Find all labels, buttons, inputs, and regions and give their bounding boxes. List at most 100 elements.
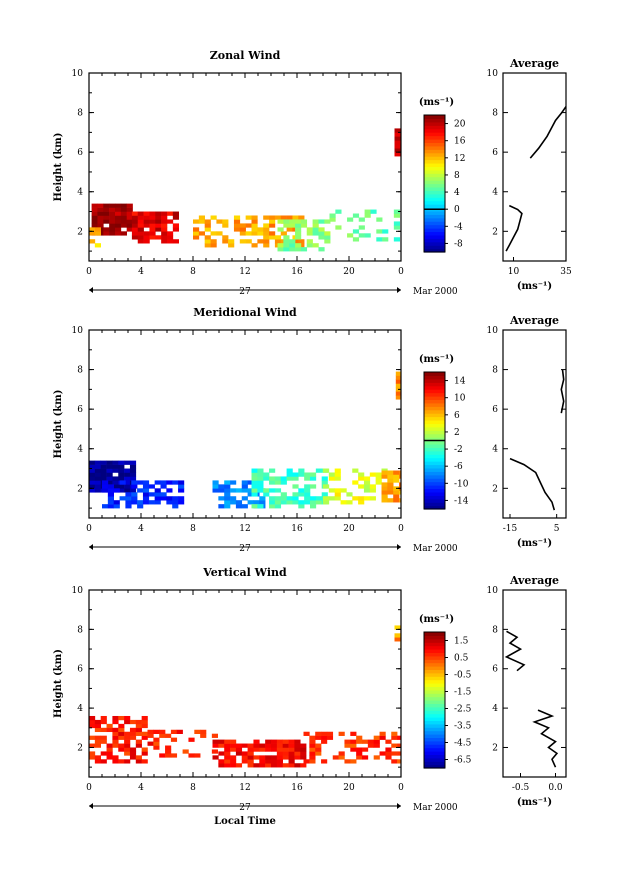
colorbar-segment	[424, 248, 445, 253]
average-title: Average	[509, 314, 559, 327]
date-line-arrow	[89, 287, 93, 293]
heatmap-cell	[230, 759, 237, 764]
heatmap-cell	[135, 739, 142, 744]
heatmap-cell	[286, 472, 293, 477]
heatmap-cell	[298, 488, 305, 493]
average-unit: (ms⁻¹)	[517, 797, 552, 808]
heatmap-cell	[245, 239, 252, 244]
heatmap-cell	[137, 500, 144, 505]
heatmap-cell	[286, 500, 293, 505]
heatmap-cell	[300, 223, 308, 228]
colorbar-segment	[424, 498, 445, 503]
average-y-tick-label: 6	[492, 405, 498, 415]
colorbar-segment	[424, 505, 445, 510]
heatmap-cell	[247, 500, 254, 505]
colorbar-segment	[424, 672, 445, 677]
heatmap-cell	[112, 468, 119, 473]
heatmap-cell	[241, 488, 248, 493]
heatmap-cell	[306, 243, 313, 248]
heatmap-cell	[224, 747, 231, 752]
colorbar: (ms⁻¹) -14 -10 -6 -2 2 6 10 14	[419, 354, 469, 510]
heatmap-cell	[367, 739, 374, 744]
colorbar-segment	[424, 402, 445, 407]
heatmap-cell	[100, 464, 107, 469]
colorbar-segment	[424, 419, 445, 424]
heatmap-cell	[129, 727, 137, 733]
colorbar-segment	[424, 454, 445, 459]
heatmap-cell	[154, 492, 161, 497]
heatmap-cell	[125, 504, 132, 509]
heatmap-cell	[393, 490, 400, 495]
heatmap-cell	[274, 480, 282, 485]
heatmap-cell	[142, 488, 150, 493]
heatmap-cell	[118, 747, 125, 752]
heatmap-cell	[94, 484, 101, 489]
heatmap-cell	[100, 727, 107, 733]
heatmap-cell	[109, 223, 116, 228]
heatmap-cell	[103, 207, 110, 212]
colorbar-segment	[424, 689, 445, 694]
colorbar-segment	[424, 485, 445, 490]
colorbar-segment	[424, 706, 445, 711]
heatmap-cell	[369, 472, 376, 477]
average-frame	[502, 589, 567, 778]
heatmap-cell	[334, 492, 341, 497]
heatmap-cell	[107, 504, 114, 509]
colorbar-segment	[424, 645, 445, 650]
heatmap-cell	[165, 749, 172, 754]
heatmap-cell	[89, 484, 96, 489]
heatmap-cell	[280, 496, 287, 501]
x-tick-label: 0	[86, 783, 92, 793]
heatmap-cell	[107, 488, 114, 493]
heatmap-cell	[298, 504, 305, 509]
average-panel: Average 2 4 6 8 10 -0.5 0.0 (ms⁻¹)	[487, 574, 567, 808]
heatmap-cell	[124, 715, 131, 721]
heatmap-cell	[276, 763, 283, 768]
heatmap-cell	[91, 211, 98, 216]
heatmap-cell	[89, 755, 96, 760]
colorbar-segment	[424, 156, 445, 161]
heatmap-cell	[310, 496, 317, 501]
heatmap-cell	[161, 223, 168, 228]
heatmap-cell	[113, 504, 120, 509]
heatmap-cell	[393, 221, 400, 226]
heatmap-cell	[149, 235, 156, 240]
heatmap-cell	[356, 739, 363, 744]
colorbar-segment	[424, 180, 445, 185]
heatmap-cell	[394, 144, 401, 149]
heatmap-cell	[120, 219, 127, 224]
heatmap-cell	[235, 743, 243, 748]
colorbar-tick-label: -10	[454, 479, 469, 489]
heatmap-cell	[210, 215, 217, 220]
heatmap-cell	[109, 231, 116, 236]
heatmap-cell	[381, 486, 388, 491]
heatmap-cell	[334, 496, 341, 501]
heatmap-cell	[295, 247, 302, 252]
heatmap-cell	[167, 219, 174, 224]
heatmap-cell	[323, 500, 330, 505]
heatmap-cell	[257, 472, 264, 477]
colorbar-segment	[424, 481, 445, 486]
heatmap-cell	[109, 211, 116, 216]
heatmap-cells	[89, 128, 402, 252]
heatmap-cell	[178, 488, 185, 493]
heatmap-cell	[176, 729, 183, 734]
heatmap-cell	[321, 759, 328, 764]
heatmap-cell	[269, 235, 276, 240]
heatmap-cell	[263, 235, 270, 240]
colorbar-tick-label: -0.5	[454, 671, 472, 681]
heatmap-cell	[94, 472, 101, 477]
heatmap-cell	[106, 472, 113, 477]
heatmap-cell	[304, 488, 311, 493]
heatmap-cell	[137, 231, 144, 236]
heatmap-cell	[274, 476, 282, 481]
heatmap-cell	[332, 755, 339, 760]
heatmap-cell	[188, 737, 195, 742]
heatmap-cell	[247, 488, 254, 493]
heatmap-cell	[350, 759, 357, 764]
heatmap-cell	[304, 472, 311, 477]
colorbar-segment	[424, 461, 445, 466]
heatmap-cell	[194, 753, 201, 758]
heatmap-cell	[204, 239, 211, 244]
heatmap-cell	[288, 759, 295, 764]
